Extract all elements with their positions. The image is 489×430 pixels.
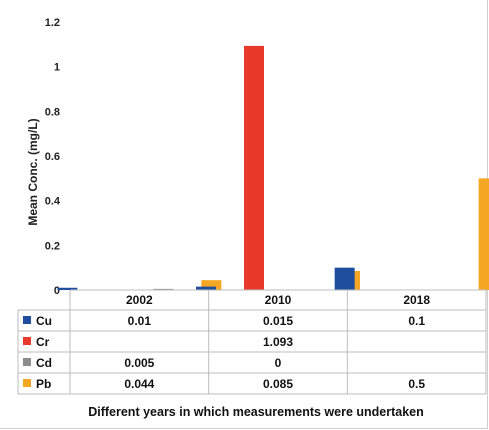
- y-axis-label: Mean Conc. (mg/L): [26, 118, 40, 225]
- y-tick-label: 0: [54, 285, 60, 297]
- data-label-cr-2010: 1.093: [263, 335, 293, 349]
- bar-cr-2010: [244, 45, 264, 290]
- data-label-pb-2002: 0.044: [124, 377, 154, 391]
- bar-pb-2018: [478, 178, 489, 290]
- bar-cd-2002: [153, 288, 174, 290]
- legend-swatch-cu: [23, 316, 31, 324]
- legend-label-pb: Pb: [36, 377, 51, 391]
- y-tick-label: 0.4: [45, 196, 61, 208]
- category-label-2010: 2010: [265, 293, 292, 307]
- data-label-cd-2002: 0.005: [124, 356, 154, 370]
- category-label-2018: 2018: [403, 293, 430, 307]
- bar-cu-2018: [334, 267, 355, 290]
- bar-cu-2002: [57, 287, 78, 290]
- bar-cu-2010: [196, 286, 216, 290]
- y-tick-label: 1: [54, 62, 60, 74]
- legend-swatch-cd: [23, 358, 31, 366]
- data-label-pb-2018: 0.5: [408, 377, 425, 391]
- data-label-pb-2010: 0.085: [263, 377, 293, 391]
- data-label-cu-2018: 0.1: [408, 314, 425, 328]
- data-label-cu-2010: 0.015: [263, 314, 293, 328]
- legend-swatch-pb: [23, 379, 31, 387]
- y-tick-label: 0.2: [45, 240, 60, 252]
- legend-label-cr: Cr: [36, 335, 50, 349]
- data-label-cu-2002: 0.01: [128, 314, 152, 328]
- category-label-2002: 2002: [126, 293, 153, 307]
- data-label-cd-2010: 0: [275, 356, 282, 370]
- y-tick-label: 0.8: [45, 106, 60, 118]
- legend-swatch-cr: [23, 337, 31, 345]
- y-tick-label: 1.2: [45, 17, 60, 29]
- legend-label-cd: Cd: [36, 356, 52, 370]
- x-axis-label: Different years in which measurements we…: [88, 405, 424, 419]
- bar-pb-2002: [201, 280, 222, 290]
- legend-label-cu: Cu: [36, 314, 52, 328]
- y-tick-label: 0.6: [45, 151, 60, 163]
